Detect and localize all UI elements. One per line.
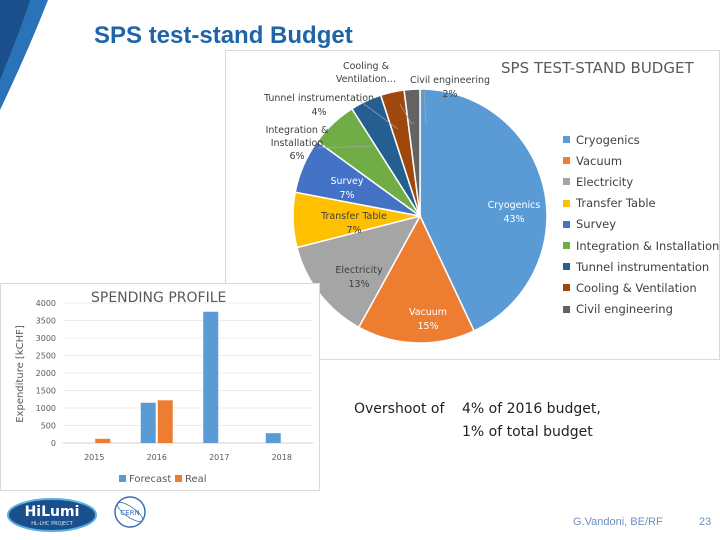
label-cooling-1: Cooling & bbox=[343, 61, 390, 72]
value-civil: 2% bbox=[442, 89, 457, 100]
legend-label: Transfer Table bbox=[576, 196, 656, 211]
legend-label: Integration & Installation bbox=[576, 238, 720, 253]
legend-label: Cryogenics bbox=[576, 132, 640, 147]
label-cryogenics: Cryogenics bbox=[488, 200, 541, 211]
label-electricity: Electricity bbox=[335, 265, 383, 276]
legend-swatch bbox=[563, 178, 570, 186]
author-footer: G.Vandoni, BE/RF bbox=[573, 516, 663, 528]
label-cooling-2: Ventilation… bbox=[336, 74, 396, 85]
pie-legend: Cryogenics Vacuum Electricity Transfer T… bbox=[563, 129, 719, 320]
slide-title: SPS test-stand Budget bbox=[94, 22, 353, 49]
pie-leader-lines bbox=[317, 88, 428, 149]
header-swoosh bbox=[0, 0, 48, 110]
legend-item-survey: Survey bbox=[563, 214, 719, 235]
pie-slice-civil-engineering bbox=[403, 88, 421, 217]
legend-label: Civil engineering bbox=[576, 302, 673, 317]
hilumi-logo-text: HiLumi bbox=[25, 504, 80, 520]
bar-legend: Forecast Real bbox=[119, 474, 207, 485]
cern-logo-orbit bbox=[116, 502, 144, 522]
label-civil: Civil engineering bbox=[410, 75, 490, 86]
label-integration-2: Installation bbox=[271, 138, 324, 149]
legend-swatch-forecast bbox=[119, 475, 126, 482]
bar-forecast-2017 bbox=[203, 311, 219, 443]
value-vacuum: 15% bbox=[417, 321, 438, 332]
legend-swatch bbox=[563, 220, 570, 228]
spending-profile-panel: SPENDING PROFILE Expenditure [kCHF] 0 500… bbox=[0, 283, 320, 491]
label-tunnel: Tunnel instrumentation bbox=[263, 93, 374, 104]
legend-swatch bbox=[563, 136, 570, 144]
legend-label: Vacuum bbox=[576, 153, 623, 168]
bar-real-2015 bbox=[95, 438, 111, 443]
legend-label: Cooling & Ventilation bbox=[576, 280, 697, 295]
hilumi-logo: HiLumi HL-LHC PROJECT bbox=[7, 498, 97, 532]
y-tick-label: 500 bbox=[41, 422, 56, 431]
legend-swatch bbox=[563, 242, 570, 250]
legend-swatch bbox=[563, 263, 570, 271]
spending-bar-chart: Expenditure [kCHF] 0 500 1000 1500 2000 2500 3… bbox=[15, 299, 313, 485]
legend-item-tunnel: Tunnel instrumentation bbox=[563, 256, 719, 277]
bar-real-2016 bbox=[157, 400, 173, 443]
budget-pie-panel: SPS TEST-STAND BUDGET Cryogenics 43% Vac… bbox=[225, 50, 720, 360]
overshoot-value-2016: 4% of 2016 budget, bbox=[462, 401, 601, 417]
legend-item-cryogenics: Cryogenics bbox=[563, 129, 719, 150]
legend-swatch-real bbox=[175, 475, 182, 482]
legend-item-civil: Civil engineering bbox=[563, 299, 719, 320]
legend-label: Tunnel instrumentation bbox=[576, 259, 710, 274]
x-tick-label: 2018 bbox=[272, 453, 292, 462]
value-integration: 6% bbox=[289, 151, 304, 162]
hilumi-logo-oval bbox=[8, 499, 96, 531]
x-tick-label: 2017 bbox=[209, 453, 229, 462]
legend-label-forecast: Forecast bbox=[129, 474, 171, 485]
legend-item-vacuum: Vacuum bbox=[563, 150, 719, 171]
legend-item-cooling: Cooling & Ventilation bbox=[563, 277, 719, 298]
bar-forecast-2016 bbox=[140, 402, 156, 443]
y-tick-label: 3500 bbox=[36, 317, 56, 326]
y-tick-label: 2500 bbox=[36, 352, 56, 361]
hilumi-logo-subtext: HL-LHC PROJECT bbox=[31, 521, 73, 527]
legend-item-transfer-table: Transfer Table bbox=[563, 193, 719, 214]
value-tunnel: 4% bbox=[311, 107, 326, 118]
pie-chart-title: SPS TEST-STAND BUDGET bbox=[501, 59, 694, 77]
pie-slice-vacuum bbox=[357, 214, 476, 344]
x-tick-label: 2016 bbox=[147, 453, 167, 462]
legend-swatch bbox=[563, 157, 570, 165]
pie-slice-cryogenics bbox=[419, 88, 548, 332]
legend-item-electricity: Electricity bbox=[563, 171, 719, 192]
y-tick-label: 1000 bbox=[36, 404, 56, 413]
overshoot-value-total: 1% of total budget bbox=[462, 424, 593, 440]
value-transfer-table: 7% bbox=[346, 225, 361, 236]
value-cryogenics: 43% bbox=[503, 214, 524, 225]
legend-label: Survey bbox=[576, 217, 617, 232]
legend-label: Electricity bbox=[576, 174, 634, 189]
y-axis-title: Expenditure [kCHF] bbox=[15, 325, 26, 423]
y-tick-label: 1500 bbox=[36, 387, 56, 396]
x-tick-label: 2015 bbox=[84, 453, 104, 462]
overshoot-label: Overshoot of bbox=[354, 401, 445, 417]
y-tick-label: 3000 bbox=[36, 334, 56, 343]
label-transfer-table: Transfer Table bbox=[320, 211, 387, 222]
legend-swatch bbox=[563, 284, 570, 292]
page-number: 23 bbox=[699, 516, 712, 528]
label-survey: Survey bbox=[330, 176, 363, 187]
cern-logo: CERN bbox=[114, 496, 146, 528]
y-tick-label: 0 bbox=[51, 439, 56, 448]
value-electricity: 13% bbox=[348, 279, 369, 290]
value-survey: 7% bbox=[339, 190, 354, 201]
cern-logo-ring bbox=[114, 496, 146, 528]
hilumi-logo-ring bbox=[7, 498, 97, 532]
cern-logo-text: CERN bbox=[120, 509, 139, 517]
y-tick-label: 4000 bbox=[36, 299, 56, 308]
bar-chart-title: SPENDING PROFILE bbox=[91, 290, 227, 306]
pie-labels: Cryogenics 43% Vacuum 15% Electricity 13… bbox=[263, 61, 540, 332]
label-vacuum: Vacuum bbox=[409, 307, 447, 318]
label-integration-1: Integration & bbox=[266, 125, 329, 136]
bar-forecast-2018 bbox=[265, 433, 281, 443]
legend-label-real: Real bbox=[185, 474, 207, 485]
y-tick-label: 2000 bbox=[36, 369, 56, 378]
legend-swatch bbox=[563, 199, 570, 207]
legend-item-integration: Integration & Installation bbox=[563, 235, 719, 256]
legend-swatch bbox=[563, 305, 570, 313]
